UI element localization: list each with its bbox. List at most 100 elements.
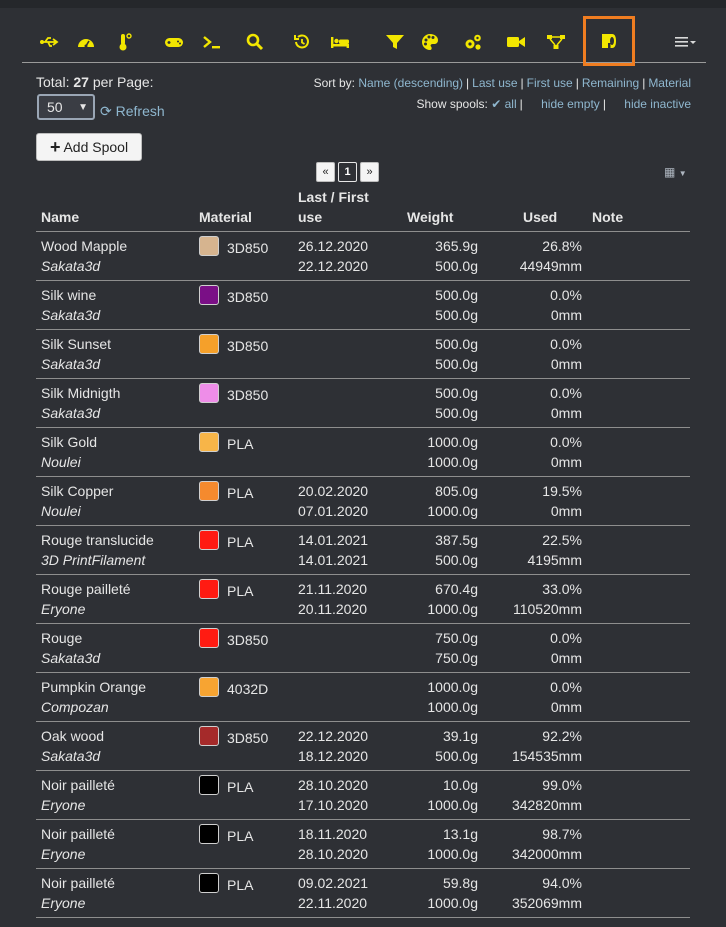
cell-material: 3D850	[194, 721, 293, 771]
tab-search[interactable]	[237, 24, 273, 60]
table-row[interactable]: Noir pailleté Eryone PLA 18.11.2020 28.10.20…	[36, 819, 690, 869]
table-row[interactable]: Rouge Sakata3d 3D850 750.0g 750.0g 0.0% 0mm	[36, 623, 690, 673]
tab-filter[interactable]	[377, 24, 413, 60]
col-material[interactable]: Material	[194, 188, 293, 232]
tab-dashboard[interactable]	[68, 24, 104, 60]
used-percent: 92.2%	[542, 727, 582, 744]
tab-palette[interactable]	[412, 24, 448, 60]
per-page-value: 50	[47, 99, 63, 115]
refresh-button[interactable]: ⟳ Refresh	[100, 103, 165, 119]
tab-history[interactable]	[284, 24, 320, 60]
tab-cogs[interactable]	[455, 24, 491, 60]
col-note[interactable]: Note	[587, 188, 690, 232]
hide-empty-link[interactable]: hide empty	[541, 97, 600, 111]
tab-gamepad[interactable]	[156, 24, 192, 60]
used-percent: 94.0%	[542, 874, 582, 891]
cell-material: PLA	[194, 427, 293, 477]
add-spool-button[interactable]: + Add Spool	[36, 133, 142, 161]
cell-material: 3D850	[194, 231, 293, 281]
color-swatch	[199, 382, 219, 403]
used-length: 0mm	[550, 404, 582, 421]
used-length: 342000mm	[511, 845, 582, 862]
per-page-select[interactable]: 50 ▼	[37, 94, 95, 120]
color-swatch	[199, 823, 219, 844]
filter-icon	[386, 35, 404, 49]
used-length: 4195mm	[527, 551, 582, 568]
col-used[interactable]: Used	[483, 188, 587, 232]
tab-terminal[interactable]	[194, 24, 230, 60]
remaining-weight: 387.5g	[435, 531, 478, 548]
tab-spool[interactable]	[583, 16, 635, 66]
col-last-first-use[interactable]: Last / First use	[293, 188, 402, 232]
column-toggle-button[interactable]: ▦ ▼	[664, 165, 687, 179]
cell-name: Silk Copper Noulei	[36, 476, 194, 526]
menu-dropdown[interactable]	[666, 24, 706, 60]
table-row[interactable]: Silk wine Sakata3d 3D850 500.0g 500.0g 0.0% 0m…	[36, 280, 690, 330]
refresh-icon: ⟳	[100, 103, 112, 119]
first-use	[298, 354, 397, 374]
table-row[interactable]: Noir pailleté Eryone PLA 28.10.2020 17.10.20…	[36, 770, 690, 820]
first-use: 07.01.2020	[298, 502, 369, 519]
palette-icon	[422, 34, 439, 50]
sort-material[interactable]: Material	[648, 76, 691, 90]
history-icon	[294, 34, 309, 49]
cell-note	[587, 623, 690, 673]
show-all-link[interactable]: ✔ all	[491, 97, 517, 111]
table-row[interactable]: Oak wood Sakata3d 3D850 22.12.2020 18.12.202…	[36, 721, 690, 771]
cell-note	[587, 819, 690, 869]
used-percent: 0.0%	[550, 678, 582, 695]
tab-video[interactable]	[498, 24, 534, 60]
first-use	[298, 452, 397, 472]
cell-material: PLA	[194, 525, 293, 575]
remaining-weight: 13.1g	[442, 825, 478, 842]
tab-thermometer[interactable]	[107, 24, 143, 60]
tab-usb[interactable]	[31, 24, 67, 60]
cogs-icon	[465, 34, 481, 50]
tab-bar	[22, 16, 706, 66]
first-use: 28.10.2020	[298, 845, 369, 862]
cell-weight: 13.1g 1000.0g	[402, 819, 483, 869]
spool-vendor: 3D PrintFilament	[41, 551, 146, 568]
cell-use-dates: 21.11.2020 20.11.2020	[293, 574, 402, 624]
table-row[interactable]: Pumpkin Orange Compozan 4032D 1000.0g 1000.0…	[36, 672, 690, 722]
sort-remaining[interactable]: Remaining	[581, 76, 640, 90]
tab-network[interactable]	[538, 24, 574, 60]
table-row[interactable]: Silk Midnigth Sakata3d 3D850 500.0g 500.0g 0.…	[36, 378, 690, 428]
remaining-weight: 500.0g	[435, 384, 478, 401]
sort-first-use[interactable]: First use	[526, 76, 573, 90]
col-weight[interactable]: Weight	[402, 188, 483, 232]
used-percent: 0.0%	[550, 384, 582, 401]
table-row[interactable]: Silk Gold Noulei PLA 1000.0g 1000.0g 0.0% 0mm	[36, 427, 690, 477]
used-percent: 33.0%	[542, 580, 582, 597]
tab-bed[interactable]	[322, 24, 358, 60]
hamburger-icon	[675, 37, 696, 47]
sort-name-descending[interactable]: Name (descending)	[358, 76, 464, 90]
table-row[interactable]: Silk Sunset Sakata3d 3D850 500.0g 500.0g 0.0%…	[36, 329, 690, 379]
table-row[interactable]: Rouge translucide 3D PrintFilament PLA 14.0…	[36, 525, 690, 575]
last-use: 26.12.2020	[298, 237, 369, 254]
table-row[interactable]: Rouge pailleté Eryone PLA 21.11.2020 20.11.2…	[36, 574, 690, 624]
spool-name: Rouge	[41, 629, 83, 646]
used-percent: 98.7%	[542, 825, 582, 842]
cell-note	[587, 574, 690, 624]
total-label: Total: 27 per Page:	[36, 74, 154, 90]
last-use: 20.02.2020	[298, 482, 369, 499]
page-1-button[interactable]: 1	[338, 162, 357, 182]
table-row[interactable]: Wood Mapple Sakata3d 3D850 26.12.2020 22.12.…	[36, 231, 690, 281]
next-page-button[interactable]: »	[360, 162, 379, 182]
cell-use-dates	[293, 329, 402, 379]
cell-material: 3D850	[194, 280, 293, 330]
col-name[interactable]: Name	[36, 188, 194, 232]
cell-note	[587, 672, 690, 722]
sort-last-use[interactable]: Last use	[472, 76, 518, 90]
hide-inactive-link[interactable]: hide inactive	[624, 97, 691, 111]
cell-use-dates	[293, 280, 402, 330]
spool-name: Wood Mapple	[41, 237, 128, 254]
table-row[interactable]: Silk Copper Noulei PLA 20.02.2020 07.01.2020…	[36, 476, 690, 526]
cell-used: 0.0% 0mm	[483, 378, 587, 428]
prev-page-button[interactable]: «	[316, 162, 335, 182]
spool-vendor: Noulei	[41, 453, 81, 470]
table-row[interactable]: Noir pailleté Eryone PLA 09.02.2021 22.11.20…	[36, 868, 690, 918]
cell-use-dates: 20.02.2020 07.01.2020	[293, 476, 402, 526]
spool-table: Name Material Last / First use Weight Use…	[36, 188, 690, 918]
